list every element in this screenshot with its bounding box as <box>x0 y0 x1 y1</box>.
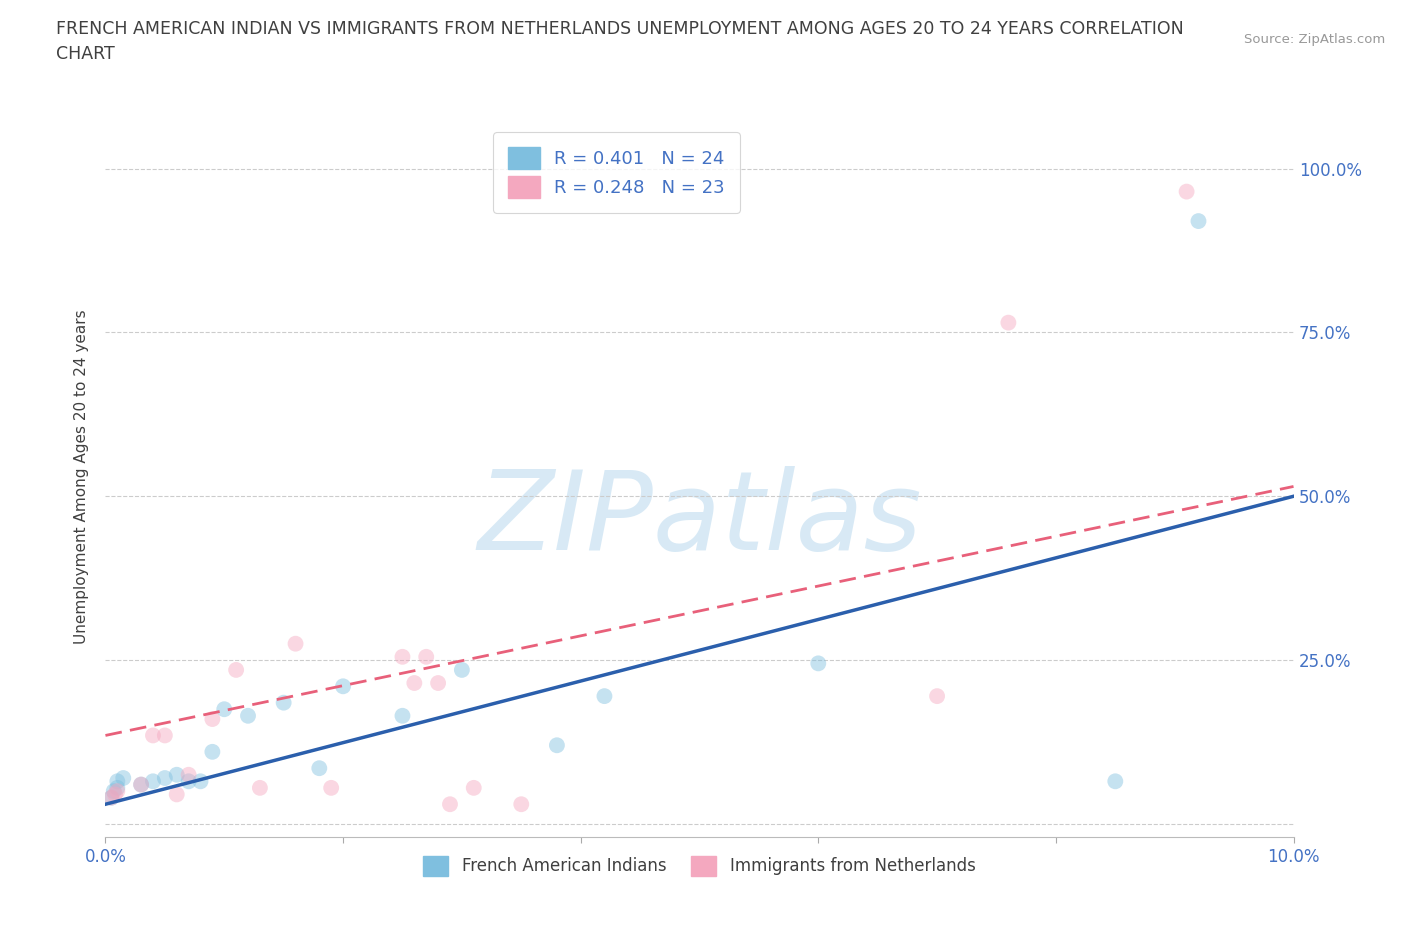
Point <box>927 689 949 704</box>
Point <box>153 728 176 743</box>
Point <box>153 771 176 786</box>
Point <box>190 774 212 789</box>
Point <box>129 777 152 792</box>
Point <box>249 780 271 795</box>
Point <box>105 774 128 789</box>
Point <box>105 784 128 799</box>
Text: ZIPatlas: ZIPatlas <box>477 466 922 574</box>
Point <box>225 662 247 677</box>
Legend: French American Indians, Immigrants from Netherlands: French American Indians, Immigrants from… <box>416 849 983 883</box>
Point <box>177 767 200 782</box>
Point <box>391 709 413 724</box>
Point <box>105 780 128 795</box>
Point <box>103 784 125 799</box>
Point <box>201 711 224 726</box>
Point <box>391 649 413 664</box>
Point <box>593 689 616 704</box>
Point <box>546 737 568 752</box>
Point <box>463 780 485 795</box>
Point <box>332 679 354 694</box>
Point <box>166 787 188 802</box>
Point <box>450 662 472 677</box>
Point <box>201 744 224 759</box>
Point <box>100 790 122 805</box>
Point <box>321 780 343 795</box>
Point <box>308 761 330 776</box>
Point <box>129 777 152 792</box>
Point <box>166 767 188 782</box>
Point <box>236 709 259 724</box>
Text: CHART: CHART <box>56 45 115 62</box>
Point <box>142 774 165 789</box>
Point <box>1187 214 1209 229</box>
Point <box>104 787 127 802</box>
Point <box>284 636 307 651</box>
Point <box>1175 184 1198 199</box>
Point <box>214 702 236 717</box>
Point <box>510 797 533 812</box>
Point <box>1104 774 1126 789</box>
Point <box>427 675 450 690</box>
Point <box>439 797 461 812</box>
Point <box>273 696 295 711</box>
Point <box>112 771 135 786</box>
Point <box>142 728 165 743</box>
Point <box>415 649 437 664</box>
Text: FRENCH AMERICAN INDIAN VS IMMIGRANTS FROM NETHERLANDS UNEMPLOYMENT AMONG AGES 20: FRENCH AMERICAN INDIAN VS IMMIGRANTS FRO… <box>56 20 1184 38</box>
Point <box>997 315 1019 330</box>
Y-axis label: Unemployment Among Ages 20 to 24 years: Unemployment Among Ages 20 to 24 years <box>75 310 90 644</box>
Text: Source: ZipAtlas.com: Source: ZipAtlas.com <box>1244 33 1385 46</box>
Point <box>177 774 200 789</box>
Point <box>404 675 426 690</box>
Point <box>807 656 830 671</box>
Point <box>100 790 122 805</box>
